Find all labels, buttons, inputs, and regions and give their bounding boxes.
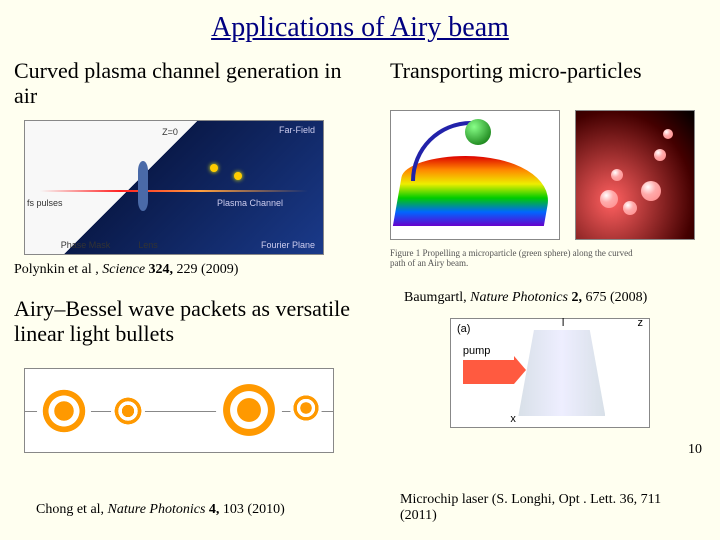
caption-text: Figure 1 Propelling a microparticle (gre…: [390, 248, 633, 268]
figure-transport-rainbow: [390, 110, 560, 240]
label-l: l: [562, 317, 564, 329]
label-z0: Z=0: [162, 127, 178, 137]
page-number: 10: [688, 442, 702, 458]
heading-plasma: Curved plasma channel generation in air: [14, 58, 354, 109]
label-fs: fs pulses: [27, 198, 63, 208]
particle-icon: [623, 201, 637, 215]
label-far-field: Far-Field: [279, 125, 315, 135]
cite-author: Chong et al,: [36, 502, 108, 517]
figure-microchip: (a) pump l z x: [450, 318, 650, 428]
heading-bessel: Airy–Bessel wave packets as versatile li…: [14, 296, 354, 347]
figure-bessel: [24, 368, 334, 453]
cite-author: Baumgartl,: [404, 290, 470, 305]
citation-baumgartl: Baumgartl, Nature Photonics 2, 675 (2008…: [404, 290, 647, 306]
bessel-scene: [25, 369, 333, 452]
ring-icon: [37, 384, 91, 438]
cite-journal: Nature Photonics: [470, 290, 568, 305]
cite-vol: 2,: [568, 290, 586, 305]
label-x: x: [510, 413, 516, 425]
ring-icon: [290, 392, 322, 424]
particle-icon: [663, 129, 673, 139]
slide-title: Applications of Airy beam: [0, 0, 720, 44]
pump-arrow-icon: [463, 360, 514, 384]
label-phase-mask: Phase Mask: [61, 240, 111, 250]
cite-journal: Science: [102, 262, 145, 277]
heading-transport: Transporting micro-particles: [390, 58, 710, 83]
gain-medium: [518, 330, 605, 416]
panel-label: (a): [457, 323, 470, 335]
plasma-spark-icon: [234, 172, 242, 180]
label-plasma-channel: Plasma Channel: [217, 198, 283, 208]
plasma-scene: Far-Field Z=0 Lens Plasma Channel Fourie…: [25, 121, 323, 254]
cite-journal: Nature Photonics: [108, 502, 206, 517]
rainbow-scene: [391, 111, 559, 239]
cite-rest: 229 (2009): [177, 262, 239, 277]
particle-icon: [600, 190, 618, 208]
green-sphere-icon: [465, 119, 491, 145]
label-z: z: [638, 317, 644, 329]
particle-icon: [654, 149, 666, 161]
plasma-lens-icon: [138, 161, 148, 211]
figure-transport-particles: [575, 110, 695, 240]
plasma-spark-icon: [210, 164, 218, 172]
label-lens: Lens: [138, 240, 158, 250]
caption-transport: Figure 1 Propelling a microparticle (gre…: [390, 248, 650, 268]
citation-chong: Chong et al, Nature Photonics 4, 103 (20…: [36, 502, 285, 518]
citation-longhi: Microchip laser (S. Longhi, Opt . Lett. …: [400, 492, 690, 524]
ring-icon: [216, 377, 282, 443]
microchip-scene: (a) pump l z x: [451, 319, 649, 427]
figure-plasma: Far-Field Z=0 Lens Plasma Channel Fourie…: [24, 120, 324, 255]
label-fourier: Fourier Plane: [261, 240, 315, 250]
plasma-beam: [40, 190, 308, 192]
cite-rest: 675 (2008): [585, 290, 647, 305]
cite-vol: 4,: [205, 502, 223, 517]
ring-icon: [111, 394, 145, 428]
cite-vol: 324,: [145, 262, 177, 277]
label-pump: pump: [463, 345, 491, 357]
particle-icon: [611, 169, 623, 181]
citation-polynkin: Polynkin et al , Science 324, 229 (2009): [14, 262, 354, 278]
particle-icon: [641, 181, 661, 201]
cite-rest: 103 (2010): [223, 502, 285, 517]
curved-arrow-icon: [411, 121, 471, 181]
pink-scene: [576, 111, 694, 239]
cite-author: Polynkin et al ,: [14, 262, 102, 277]
